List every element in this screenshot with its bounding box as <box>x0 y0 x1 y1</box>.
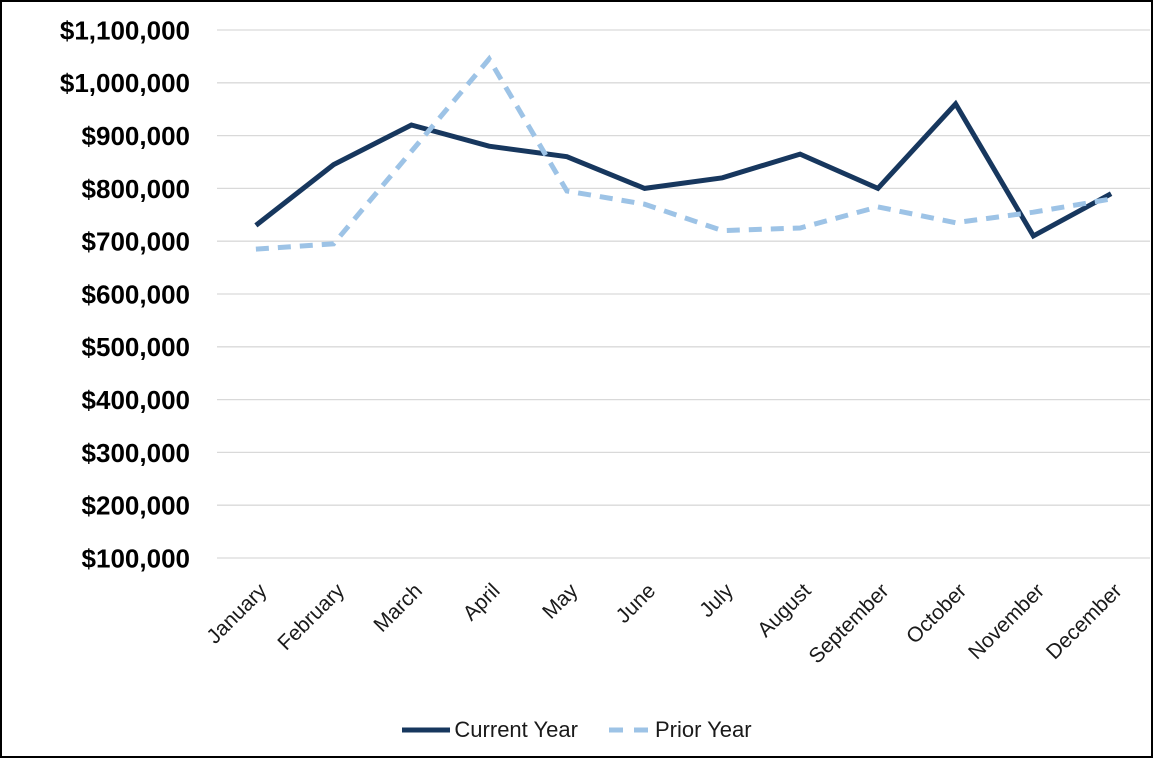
chart-legend: Current Year Prior Year <box>2 717 1151 743</box>
legend-label-current-year: Current Year <box>454 717 578 742</box>
legend-item-current-year: Current Year <box>401 717 578 743</box>
x-axis-month-label: September <box>805 579 894 668</box>
x-axis-month-label: November <box>964 579 1049 664</box>
x-axis-month-label: December <box>1042 579 1127 664</box>
x-axis-month-label: April <box>459 579 505 625</box>
y-axis-tick-label: $200,000 <box>82 491 190 521</box>
x-axis-month-label: February <box>273 579 349 655</box>
legend-swatch-prior-year-icon <box>608 727 651 733</box>
y-axis-tick-label: $700,000 <box>82 227 190 257</box>
x-axis-month-label: March <box>369 579 427 637</box>
y-axis-tick-label: $300,000 <box>82 438 190 468</box>
y-axis-tick-label: $100,000 <box>82 543 190 573</box>
y-axis-tick-label: $900,000 <box>82 121 190 151</box>
y-axis-tick-label: $1,000,000 <box>60 68 190 98</box>
x-axis-month-label: August <box>753 579 816 642</box>
x-axis-month-label: July <box>695 579 738 622</box>
x-axis-month-label: June <box>612 579 660 627</box>
y-axis-tick-label: $1,100,000 <box>60 15 190 45</box>
y-axis-tick-label: $400,000 <box>82 385 190 415</box>
legend-swatch-current-year-icon <box>402 727 451 733</box>
x-axis-month-label: January <box>202 579 271 648</box>
y-axis-tick-label: $600,000 <box>82 279 190 309</box>
legend-label-prior-year: Prior Year <box>654 717 752 742</box>
series-line-current-year <box>254 99 1113 240</box>
legend-item-prior-year: Prior Year <box>608 717 752 743</box>
series-line-prior-year <box>255 54 1112 252</box>
y-axis-tick-label: $500,000 <box>82 332 190 362</box>
x-axis-month-label: May <box>538 579 583 624</box>
y-axis-tick-label: $800,000 <box>82 174 190 204</box>
x-axis-month-label: October <box>902 579 971 648</box>
line-chart: $1,100,000 $1,000,000 $900,000 $800,000 $700… <box>60 15 1150 668</box>
